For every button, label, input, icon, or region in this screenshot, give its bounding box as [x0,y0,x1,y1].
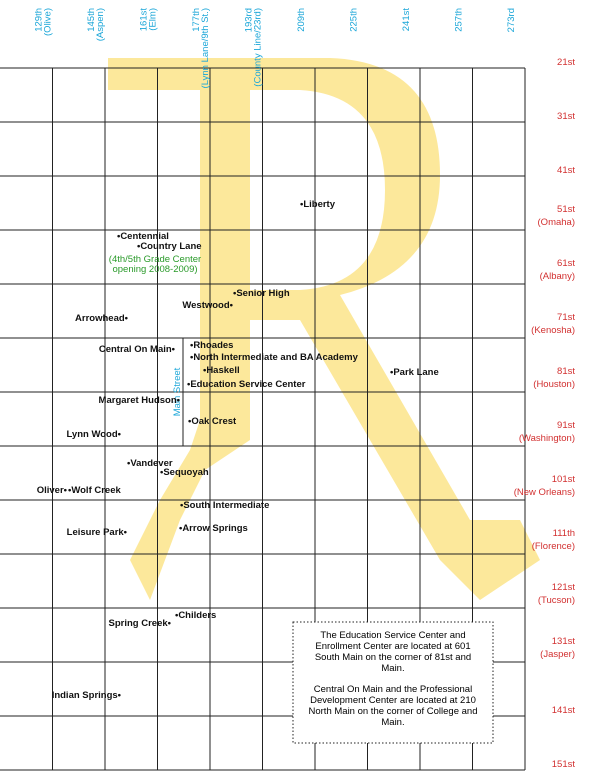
school-label: •Sequoyah [160,467,209,478]
r-logo [108,58,540,600]
row-street: 61st [557,258,575,269]
row-street: 101st [552,474,576,485]
row-name: (Albany) [540,271,575,282]
school-label: Oliver• [37,485,68,496]
row-name: (Washington) [519,433,575,444]
row-street: 151st [552,759,576,770]
column-street: 209th [296,8,307,32]
column-street: 257th [454,8,465,32]
school-label: Central On Main• [99,344,176,355]
row-street: 141st [552,705,576,716]
note-line: The Education Service Center and [320,630,465,641]
column-street: 177th [191,8,202,32]
row-street: 31st [557,111,575,122]
school-label: •Liberty [300,199,336,210]
column-street: 129th [34,8,45,32]
row-street: 51st [557,204,575,215]
note-line: Central On Main and the Professional [314,684,472,695]
row-name: (Kenosha) [531,325,575,336]
school-label: Arrowhead• [75,313,129,324]
note-box [292,621,494,744]
note-line: Development Center are located at 210 [310,695,476,706]
column-street: 193rd [244,8,255,32]
row-street: 91st [557,420,575,431]
column-street: 145th [86,8,97,32]
grade-center-note: opening 2008-2009) [112,264,197,275]
grade-center-note: (4th/5th Grade Center [109,254,201,265]
school-label: •Centennial [117,231,169,242]
row-name: (Houston) [533,379,575,390]
column-name: (Aspen) [95,8,106,41]
school-label: •Vandever [127,458,173,469]
school-label: •Childers [175,610,216,621]
school-label: Leisure Park• [67,527,128,538]
column-name: (County Line/23rd) [253,8,264,87]
school-label: •Senior High [233,288,290,299]
row-street: 121st [552,582,576,593]
labels: 129th(Olive) 145th(Aspen) 161st(Elm) 177th(… [34,8,576,770]
school-label: •North Intermediate and BA Academy [190,352,359,363]
column-street: 241st [401,8,412,32]
column-name: (Olive) [43,8,54,36]
note-line: Main. [381,717,404,728]
school-label: •Oak Crest [188,416,237,427]
row-street: 111th [553,528,575,539]
school-label: Indian Springs• [52,690,122,701]
school-label: •South Intermediate [180,500,269,511]
note-line: North Main on the corner of College and [309,706,478,717]
main-street-label: Main Street [172,367,183,416]
school-label: •Education Service Center [187,379,306,390]
column-name: (Lynn Lane/9th St.) [200,8,211,88]
note-line: South Main on the corner of 81st and [315,652,471,663]
school-label: •Country Lane [137,241,202,252]
row-street: 41st [557,165,575,176]
column-name: (Elm) [148,8,159,31]
column-street: 273rd [506,8,517,32]
note-line: Enrollment Center are located at 601 [315,641,470,652]
row-name: (Florence) [532,541,575,552]
school-label: •Arrow Springs [179,523,248,534]
school-label: •Haskell [203,365,240,376]
column-street: 225th [349,8,360,32]
school-label: Westwood• [182,300,233,311]
row-name: (Tucson) [538,595,575,606]
school-label: •Wolf Creek [68,485,121,496]
school-label: •Park Lane [390,367,439,378]
school-label: Lynn Wood• [66,429,121,440]
row-name: (Omaha) [538,217,575,228]
school-label: Margaret Hudson• [99,395,181,406]
row-street: 131st [552,636,576,647]
school-label: Spring Creek• [109,618,172,629]
school-label: •Rhoades [190,340,233,351]
row-name: (Jasper) [540,649,575,660]
row-street: 21st [557,57,575,68]
row-street: 71st [557,312,575,323]
column-street: 161st [139,8,150,32]
note-line: Main. [381,663,404,674]
row-name: (New Orleans) [514,487,575,498]
row-street: 81st [557,366,575,377]
